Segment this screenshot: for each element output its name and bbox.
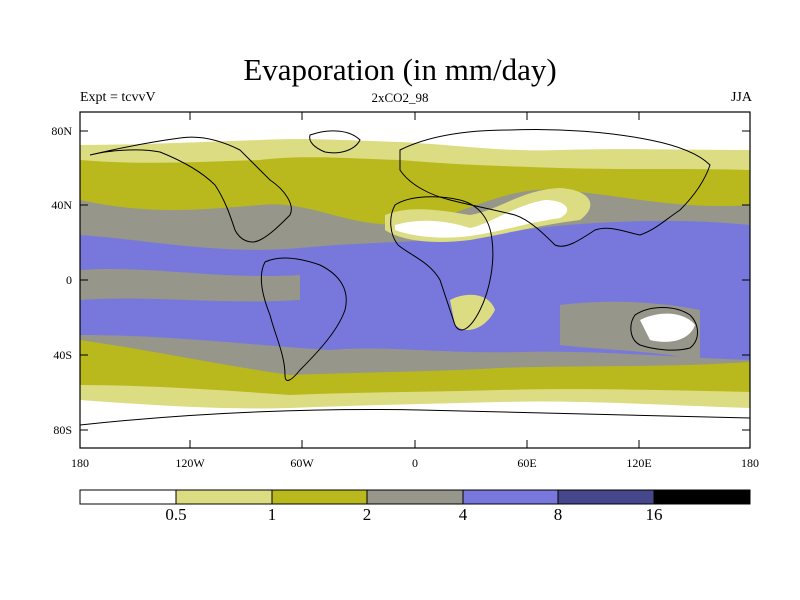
coastlines: [80, 128, 750, 426]
y-tick-label-0: 0: [66, 273, 72, 287]
colorbar: [79, 489, 751, 505]
run-label: 2xCO2_98: [371, 90, 429, 105]
map-field: [80, 112, 750, 448]
x-tick-label-120e: 120E: [626, 456, 652, 470]
x-ticks: [189, 112, 640, 448]
experiment-label: Expt = tcvvV: [80, 90, 156, 105]
coast-south-america: [260, 257, 347, 381]
coast-australia: [630, 307, 698, 351]
colorbar-bin-6: [557, 489, 655, 505]
colorbar-label-1: 1: [267, 505, 277, 524]
coast-greenland: [309, 130, 361, 154]
colorbar-label-0-5: 0.5: [165, 505, 187, 524]
colorbar-bin-1: [79, 489, 177, 505]
y-tick-label-80s: 80S: [53, 423, 72, 437]
field-desert-white: [395, 200, 568, 238]
colorbar-label-2: 2: [362, 505, 372, 524]
field-arctic-white: [80, 112, 750, 151]
coast-africa: [390, 196, 494, 331]
field-southafrica-light: [450, 294, 495, 330]
season-label: JJA: [730, 90, 752, 105]
colorbar-bin-5: [462, 489, 559, 505]
colorbar-bin-2: [175, 489, 273, 505]
x-tick-label-60w: 60W: [290, 456, 314, 470]
coast-eurasia: [399, 128, 711, 247]
coast-antarctica: [80, 409, 750, 426]
x-tick-label-120w: 120W: [175, 456, 205, 470]
y-tick-label-40n: 40N: [51, 198, 72, 212]
coast-north-america: [89, 136, 292, 243]
x-tick-label-180w: 180: [71, 456, 89, 470]
field-australia-white: [640, 313, 695, 342]
y-tick-label-80n: 80N: [51, 124, 72, 138]
y-ticks: [80, 130, 750, 431]
x-tick-label-60e: 60E: [517, 456, 537, 470]
colorbar-bin-7: [653, 489, 751, 505]
x-tick-label-0: 0: [412, 456, 418, 470]
colorbar-bin-3: [271, 489, 368, 505]
colorbar-label-16: 16: [645, 505, 663, 524]
colorbar-label-4: 4: [458, 505, 468, 524]
x-tick-label-180e: 180: [741, 456, 759, 470]
colorbar-bin-4: [366, 489, 464, 505]
colorbar-label-8: 8: [553, 505, 563, 524]
y-tick-label-40s: 40S: [53, 348, 72, 362]
map-title: Evaporation (in mm/day): [243, 52, 557, 87]
field-equatorial-gray: [80, 268, 300, 302]
